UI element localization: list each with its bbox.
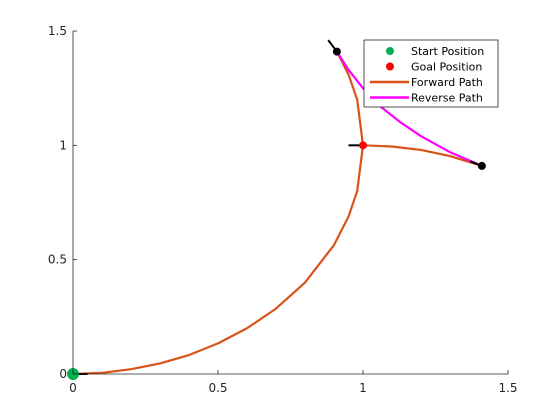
forward-path-line-0 [71, 50, 365, 376]
axes [72, 30, 509, 375]
waypoint-marker-3 [477, 161, 486, 170]
reverse-path-line-2 [335, 50, 483, 168]
tick-labels: 0 0.5 1 1.5 0 0.5 1 1.5 [48, 24, 518, 395]
forward-path-line-1 [361, 144, 483, 168]
legend-label-reverse-path: Reverse Path [411, 92, 483, 105]
x-tick-label-2: 1 [359, 381, 367, 395]
x-tick-label-1: 0.5 [208, 381, 227, 395]
legend: Start Position Goal Position Forward Path R… [363, 39, 499, 108]
y-tick-label-2: 1 [59, 138, 67, 152]
y-tick-label-1: 0.5 [48, 253, 67, 267]
y-tick-label-3: 1.5 [48, 24, 67, 38]
x-tick-label-3: 1.5 [498, 381, 517, 395]
legend-label-start-position: Start Position [411, 45, 484, 58]
legend-label-forward-path: Forward Path [411, 76, 483, 89]
goal-position-marker-1 [359, 141, 367, 150]
x-tick-label-0: 0 [69, 381, 77, 395]
legend-label-goal-position: Goal Position [411, 61, 482, 74]
legend-marker-start-position [386, 47, 394, 55]
waypoint-marker-2 [332, 47, 341, 56]
y-tick-label-0: 0 [59, 367, 67, 381]
legend-marker-goal-position [386, 62, 394, 71]
